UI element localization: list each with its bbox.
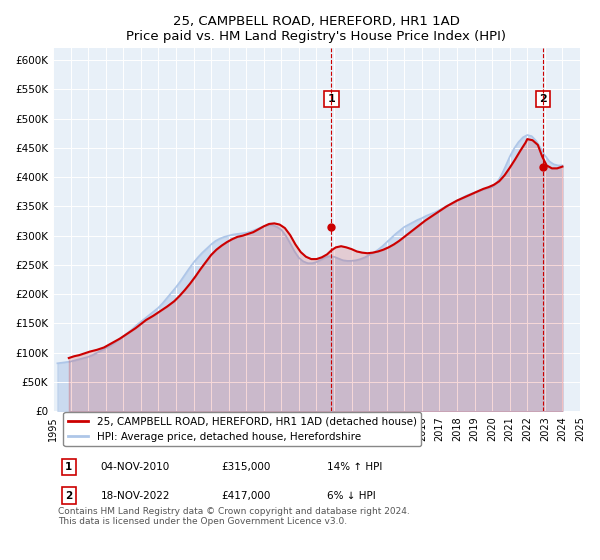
Title: 25, CAMPBELL ROAD, HEREFORD, HR1 1AD
Price paid vs. HM Land Registry's House Pri: 25, CAMPBELL ROAD, HEREFORD, HR1 1AD Pri… [127, 15, 506, 43]
Text: 14% ↑ HPI: 14% ↑ HPI [327, 462, 382, 472]
Text: 2: 2 [65, 491, 73, 501]
Text: £315,000: £315,000 [221, 462, 271, 472]
Text: 1: 1 [65, 462, 73, 472]
Text: 1: 1 [328, 94, 335, 104]
Legend: 25, CAMPBELL ROAD, HEREFORD, HR1 1AD (detached house), HPI: Average price, detac: 25, CAMPBELL ROAD, HEREFORD, HR1 1AD (de… [64, 412, 421, 446]
Text: 6% ↓ HPI: 6% ↓ HPI [327, 491, 376, 501]
Text: £417,000: £417,000 [221, 491, 271, 501]
Text: 18-NOV-2022: 18-NOV-2022 [100, 491, 170, 501]
Text: 04-NOV-2010: 04-NOV-2010 [100, 462, 170, 472]
Text: Contains HM Land Registry data © Crown copyright and database right 2024.
This d: Contains HM Land Registry data © Crown c… [58, 507, 410, 526]
Text: 2: 2 [539, 94, 547, 104]
